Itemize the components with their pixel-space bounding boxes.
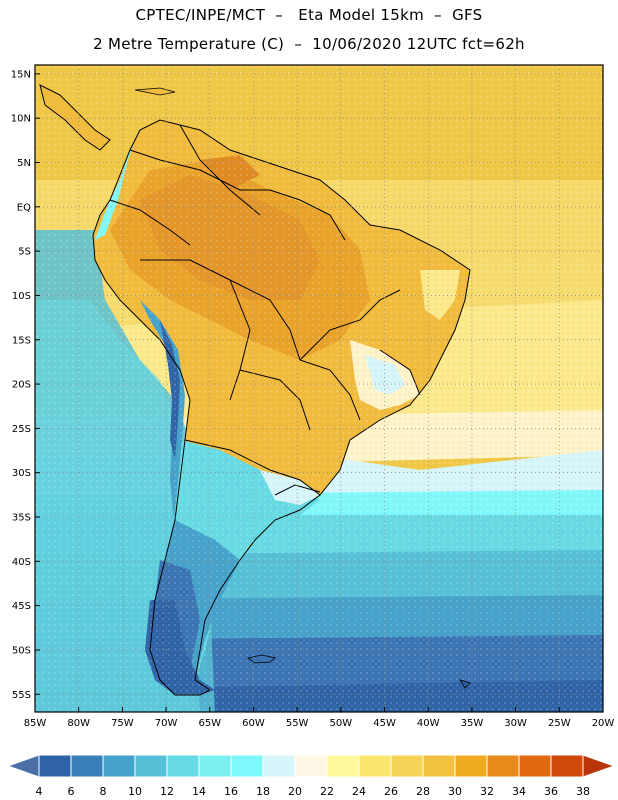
legend-tick-label: 34	[512, 785, 526, 798]
lon-label: 45W	[373, 718, 396, 729]
legend-tick-label: 20	[288, 785, 302, 798]
legend-swatch	[38, 754, 72, 778]
legend-tick-label: 28	[416, 785, 430, 798]
lat-label: 30S	[12, 468, 31, 479]
lon-label: 80W	[67, 718, 90, 729]
legend-swatch	[134, 754, 168, 778]
legend-tick-label: 8	[100, 785, 107, 798]
legend-swatch	[166, 754, 200, 778]
lon-label: 85W	[24, 718, 47, 729]
lat-label: 40S	[12, 557, 31, 568]
lat-label: 15S	[12, 335, 31, 346]
lon-label: 25W	[548, 718, 571, 729]
legend-arrow-low	[6, 754, 40, 778]
lat-label: 5N	[17, 158, 31, 169]
lon-label: 30W	[504, 718, 527, 729]
lat-label: 25S	[12, 424, 31, 435]
legend-tick-label: 18	[256, 785, 270, 798]
lon-label: 40W	[417, 718, 440, 729]
legend-tick-label: 10	[128, 785, 142, 798]
lon-label: 60W	[242, 718, 265, 729]
legend-swatch	[198, 754, 232, 778]
legend-tick-label: 12	[160, 785, 174, 798]
legend-tick-label: 32	[480, 785, 494, 798]
latitude-labels: 15N 10N 5N EQ 5S 10S 15S 20S 25S 30S 35S 40S 45S 50S 5…	[11, 69, 31, 700]
legend-swatch	[326, 754, 360, 778]
legend-arrow-high	[582, 754, 616, 778]
lon-label: 70W	[155, 718, 178, 729]
legend-swatch	[358, 754, 392, 778]
lat-label: 5S	[18, 247, 31, 258]
lat-lon-grid	[35, 65, 603, 712]
lon-label: 55W	[286, 718, 309, 729]
legend-tick-label: 38	[576, 785, 590, 798]
lat-label: 55S	[12, 690, 31, 701]
lon-label: 35W	[461, 718, 484, 729]
lat-label: 10S	[12, 291, 31, 302]
legend-tick-label: 16	[224, 785, 238, 798]
map-frame	[34, 64, 604, 713]
legend-swatch	[454, 754, 488, 778]
legend-tick-label: 24	[352, 785, 366, 798]
legend-swatch	[102, 754, 136, 778]
legend-swatch	[550, 754, 584, 778]
lat-label: 35S	[12, 513, 31, 524]
lon-label: 75W	[111, 718, 134, 729]
legend-tick-label: 30	[448, 785, 462, 798]
lat-label: 50S	[12, 645, 31, 656]
lon-label: 20W	[592, 718, 615, 729]
map-subtitle: 2 Metre Temperature (C) – 10/06/2020 12U…	[93, 35, 525, 53]
legend-swatch	[70, 754, 104, 778]
longitude-labels: 85W 80W 75W 70W 65W 60W 55W 50W 45W 40W 35W 30W 25W 2…	[24, 718, 615, 729]
legend-tick-label: 6	[68, 785, 75, 798]
lat-label: 20S	[12, 380, 31, 391]
legend-swatch	[294, 754, 328, 778]
legend-tick-label: 4	[36, 785, 43, 798]
legend-tick-label: 22	[320, 785, 334, 798]
lat-label: 45S	[12, 601, 31, 612]
temperature-field	[35, 65, 603, 712]
lon-label: 65W	[198, 718, 221, 729]
legend-tick-label: 14	[192, 785, 206, 798]
legend-swatch	[262, 754, 296, 778]
legend-swatch	[518, 754, 552, 778]
legend-tick-label: 36	[544, 785, 558, 798]
lat-label: EQ	[17, 202, 31, 213]
legend-swatch	[390, 754, 424, 778]
map-title: CPTEC/INPE/MCT – Eta Model 15km – GFS	[135, 6, 483, 24]
legend-swatch	[230, 754, 264, 778]
legend-tick-label: 26	[384, 785, 398, 798]
lat-label: 10N	[11, 114, 31, 125]
legend-swatch	[422, 754, 456, 778]
lat-label: 15N	[11, 69, 31, 80]
legend-swatch	[486, 754, 520, 778]
lon-label: 50W	[330, 718, 353, 729]
